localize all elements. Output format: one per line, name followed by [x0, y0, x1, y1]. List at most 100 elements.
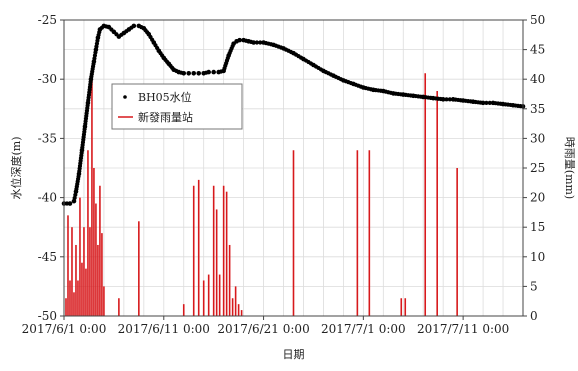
right-tick-label: 0 [530, 309, 538, 323]
left-tick-label: -25 [38, 13, 57, 27]
water-level-point [186, 70, 192, 76]
water-level-point [79, 150, 84, 155]
water-level-point [204, 70, 209, 75]
left-tick-label: -30 [38, 72, 57, 86]
water-level-point [508, 102, 513, 108]
water-level-point [99, 25, 105, 30]
right-tick-label: 40 [530, 72, 545, 86]
water-level-point [124, 29, 129, 34]
water-level-point [318, 67, 324, 72]
water-level-point [447, 97, 452, 102]
water-level-point [378, 88, 383, 93]
water-level-point [225, 55, 230, 61]
water-level-point [388, 90, 393, 95]
water-level-point [418, 94, 423, 99]
water-level-point [211, 69, 216, 75]
right-tick-label: 45 [530, 43, 545, 57]
water-level-point [288, 49, 294, 55]
water-level-point [179, 70, 184, 75]
rainfall-series [65, 73, 458, 316]
right-tick-label: 10 [530, 250, 545, 264]
water-level-point [219, 69, 224, 74]
water-level-point [268, 42, 274, 47]
water-level-point [254, 40, 260, 45]
right-tick-label: 35 [530, 102, 545, 116]
legend-rain-label: 新發雨量站 [138, 110, 193, 124]
right-y-axis-title: 時雨量(mm) [563, 137, 576, 199]
right-tick-label: 50 [530, 13, 545, 27]
water-level-point [484, 100, 489, 105]
legend-water-label: BH05水位 [138, 90, 192, 104]
water-level-point [64, 201, 70, 206]
water-level-point [109, 27, 114, 32]
water-level-point [145, 30, 150, 35]
water-level-point [196, 70, 202, 76]
water-level-point [73, 192, 78, 197]
water-level-point [308, 61, 314, 66]
water-level-point [72, 195, 77, 201]
water-level-point [398, 92, 403, 97]
water-level-point [428, 95, 433, 100]
water-level-point [150, 37, 155, 42]
water-level-point [93, 50, 98, 55]
left-axis-ticks: -50 -45 -40 -35 -30 -25 [38, 13, 64, 323]
right-tick-label: 30 [530, 131, 545, 145]
x-axis-title: 日期 [283, 348, 305, 361]
right-tick-label: 25 [530, 161, 545, 175]
water-level-point [298, 55, 304, 60]
water-level-point [408, 93, 413, 98]
left-tick-label: -35 [38, 131, 57, 145]
water-level-point [82, 127, 87, 132]
water-level-point [174, 68, 179, 74]
water-level-point [237, 37, 242, 43]
right-tick-label: 15 [530, 220, 545, 234]
water-level-point [258, 40, 263, 45]
water-level-point [155, 45, 160, 51]
water-level-point [95, 38, 100, 43]
water-level-point [119, 32, 124, 37]
x-tick-label: 2017/7/11 0:00 [417, 322, 509, 336]
x-tick-label: 2017/7/1 0:00 [321, 322, 406, 336]
water-level-point [348, 80, 353, 86]
legend-box [111, 83, 243, 130]
water-level-point [444, 97, 449, 102]
water-level-point [338, 77, 343, 82]
water-level-point [244, 38, 249, 43]
water-level-series [61, 23, 526, 206]
water-level-point [468, 99, 473, 104]
water-level-point [498, 101, 503, 106]
right-tick-label: 20 [530, 191, 545, 205]
right-axis-ticks: 0 5 10 15 20 25 30 35 40 45 50 [523, 13, 545, 323]
water-level-point [76, 174, 81, 179]
water-level-point [248, 39, 254, 45]
water-level-point [358, 84, 363, 89]
water-level-point [165, 59, 170, 64]
legend: BH05水位 新發雨量站 [111, 83, 243, 130]
x-tick-label: 2017/6/21 0:00 [217, 322, 309, 336]
left-y-axis-title: 水位深度(m) [9, 136, 23, 199]
water-level-point [85, 103, 90, 108]
water-level-point [160, 53, 165, 58]
water-level-point [139, 25, 144, 30]
water-level-point [88, 79, 93, 84]
legend-water-marker [123, 95, 127, 99]
water-level-point [328, 72, 334, 77]
water-level-point [438, 96, 443, 102]
water-level-point [104, 24, 109, 29]
left-tick-label: -50 [38, 309, 57, 323]
water-level-point [487, 100, 492, 105]
water-level-point [91, 61, 96, 67]
x-tick-label: 2017/6/11 0:00 [118, 322, 210, 336]
left-tick-label: -45 [38, 250, 57, 264]
water-level-point [518, 104, 523, 109]
water-level-point [67, 201, 73, 206]
right-tick-label: 5 [530, 279, 538, 293]
water-level-point [129, 25, 134, 30]
water-level-point [478, 100, 483, 105]
water-level-point [230, 43, 235, 49]
water-level-point [458, 98, 463, 103]
water-level-point [97, 30, 102, 35]
water-level-point [191, 70, 197, 76]
